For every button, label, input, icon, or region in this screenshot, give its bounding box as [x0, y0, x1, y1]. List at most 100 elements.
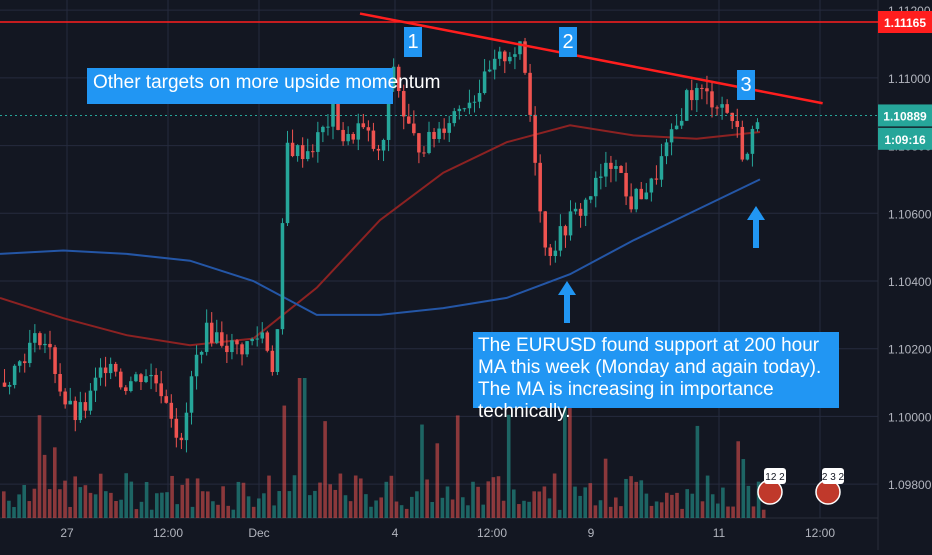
candle-body [341, 129, 345, 142]
candle-body [124, 387, 128, 392]
candle-body [7, 384, 12, 387]
candle-body [361, 123, 366, 128]
volume-bar [119, 499, 123, 518]
candle-body [275, 329, 280, 372]
candle-body [68, 400, 72, 405]
candle-body [230, 340, 234, 353]
candle-body [88, 390, 93, 411]
candle-body [583, 199, 588, 216]
volume-bar [272, 505, 276, 518]
candle-body [240, 344, 244, 355]
y-tick-label: 1.11000 [888, 72, 931, 86]
candle-body [103, 367, 108, 374]
volume-bar [547, 498, 552, 518]
volume-bar [420, 424, 424, 518]
volume-bar [598, 500, 603, 518]
candle-body [316, 132, 320, 152]
volume-bar [353, 475, 358, 518]
volume-bar [471, 481, 475, 518]
volume-bar [32, 488, 37, 518]
volume-bar [7, 500, 11, 518]
candle-body [98, 367, 103, 378]
candle-body [396, 66, 401, 92]
marker-3: 3 [737, 70, 755, 100]
candle-body [427, 131, 431, 154]
support-ma-note: The EURUSD found support at 200 hour MA … [473, 332, 839, 422]
support-arrow [747, 206, 765, 248]
volume-bar [37, 415, 42, 518]
volume-bar [190, 506, 195, 518]
candle-body [492, 58, 497, 70]
candle-body [412, 123, 416, 134]
volume-bar [231, 509, 236, 518]
volume-bar [491, 477, 496, 518]
candle-body [356, 123, 361, 140]
candle-body [220, 332, 224, 346]
volume-bar [104, 491, 108, 518]
volume-bar [685, 489, 689, 518]
x-tick-label: 9 [588, 526, 595, 540]
volume-bar [144, 481, 149, 518]
candle-body [235, 340, 239, 345]
volume-bar [736, 441, 740, 518]
volume-bar [461, 497, 465, 518]
candle-body [78, 402, 83, 421]
volume-bar [726, 506, 730, 518]
volume-bar [129, 481, 134, 518]
candle-body [745, 153, 750, 160]
volume-bar [78, 487, 83, 518]
candle-body [710, 91, 714, 108]
volume-bar [517, 504, 521, 518]
volume-bar [716, 503, 720, 518]
volume-bar [532, 491, 536, 518]
candle-body [214, 332, 219, 343]
price-label-text: 1.10889 [883, 109, 927, 123]
volume-bar [221, 486, 225, 518]
volume-bar [384, 481, 389, 518]
candle-body [497, 51, 502, 59]
volume-bar [583, 487, 587, 518]
candle-body [593, 177, 598, 197]
candle-body [629, 196, 633, 210]
volume-bar [629, 476, 633, 518]
volume-bar [568, 388, 572, 518]
candle-body [73, 400, 78, 421]
candle-body [113, 363, 118, 372]
volume-bar [751, 506, 756, 518]
volume-bar [680, 508, 684, 518]
volume-bar [364, 494, 368, 518]
candle-body [189, 376, 194, 413]
candle-body [528, 72, 532, 115]
volume-bar [608, 506, 613, 518]
candle-body [558, 226, 563, 251]
x-tick-label: 4 [392, 526, 399, 540]
volume-bar [267, 475, 271, 518]
volume-bar [47, 489, 52, 518]
candle-body [139, 374, 143, 383]
volume-bar [649, 505, 654, 518]
candle-body [159, 383, 163, 397]
event-icon-us-label: 12 2 [765, 472, 785, 483]
volume-bar [374, 500, 378, 518]
volume-bar [58, 489, 62, 518]
candle-body [735, 121, 740, 127]
volume-bar [415, 491, 419, 518]
candle-body [179, 437, 184, 441]
volume-bar [746, 485, 751, 518]
upside-target-note: Other targets on more upside momentum [87, 68, 440, 104]
candle-body [265, 332, 270, 351]
volume-bar [12, 507, 16, 518]
volume-bar [2, 491, 6, 518]
volume-bar [552, 473, 557, 518]
candle-body [321, 126, 325, 133]
volume-bar [226, 505, 230, 518]
y-tick-label: 1.10200 [888, 343, 932, 357]
volume-bar [670, 494, 674, 518]
candle-body [144, 376, 148, 383]
candle-body [250, 339, 254, 342]
candle-body [118, 371, 123, 388]
candle-body [695, 87, 699, 101]
candle-body [285, 142, 290, 224]
candle-body [154, 374, 158, 384]
